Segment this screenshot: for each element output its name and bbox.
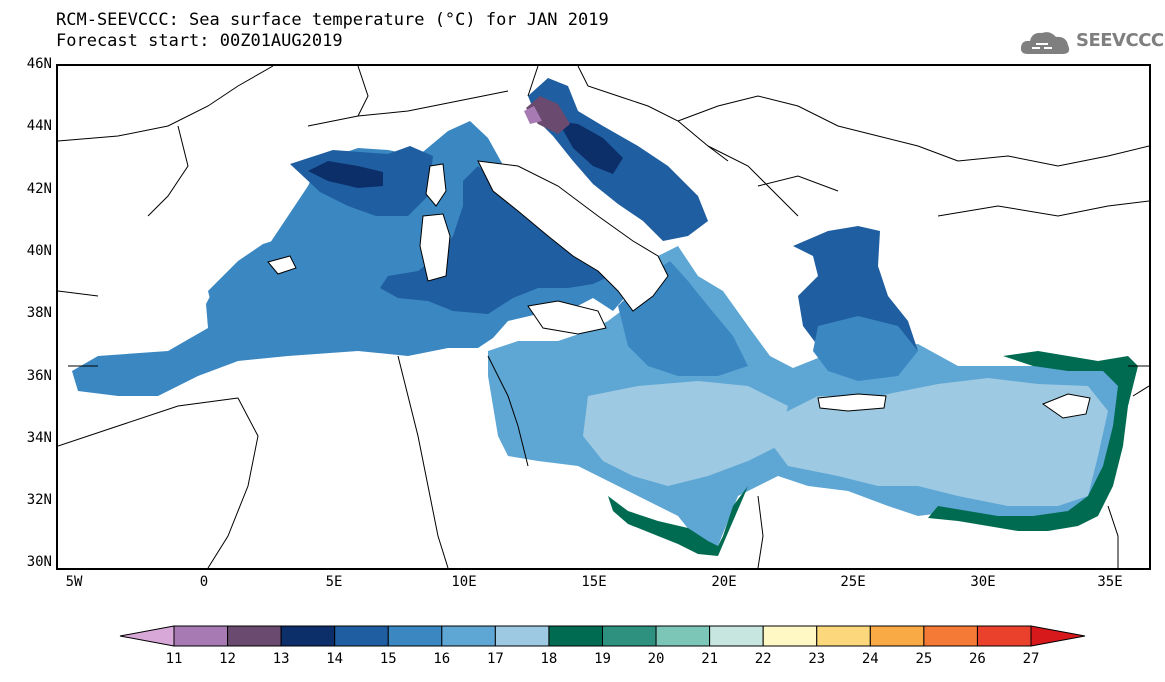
colorbar-max-arrow bbox=[1030, 625, 1086, 647]
aegean-south bbox=[813, 316, 918, 381]
lat-label: 40N bbox=[26, 243, 52, 259]
islands bbox=[267, 160, 1091, 419]
colorbar-bin bbox=[227, 625, 282, 647]
colorbar-label: 21 bbox=[701, 651, 719, 667]
colorbar-bin bbox=[602, 625, 657, 647]
lon-label: 5E bbox=[325, 574, 343, 590]
balearic-field bbox=[208, 236, 308, 311]
sardinia-island bbox=[419, 213, 451, 282]
lat-label: 30N bbox=[26, 554, 52, 570]
colorbar-label: 24 bbox=[861, 651, 879, 667]
colorbar-label: 11 bbox=[165, 651, 183, 667]
chart-title: RCM-SEEVCCC: Sea surface temperature (°C… bbox=[56, 10, 609, 30]
colorbar-label: 18 bbox=[540, 651, 558, 667]
italy-peninsula bbox=[477, 160, 669, 312]
colorbar-label: 20 bbox=[647, 651, 665, 667]
colorbar-label: 19 bbox=[594, 651, 611, 667]
map-panel bbox=[56, 64, 1151, 570]
corsica-island bbox=[425, 163, 447, 207]
colorbar-bin bbox=[494, 625, 550, 647]
colorbar-label: 27 bbox=[1022, 651, 1040, 667]
colorbar-bin bbox=[334, 625, 389, 647]
colorbar-label: 16 bbox=[433, 651, 451, 667]
lon-label: 0 bbox=[199, 574, 209, 590]
logo-text: SEEVCCC bbox=[1076, 30, 1164, 51]
lat-label: 42N bbox=[26, 181, 52, 197]
sicily-island bbox=[527, 300, 607, 335]
colorbar-bin bbox=[441, 625, 496, 647]
colorbar-bin bbox=[869, 625, 925, 647]
gulf-of-lion-core bbox=[308, 161, 383, 188]
sst-field bbox=[72, 78, 1138, 556]
colorbar-label: 26 bbox=[969, 651, 986, 667]
lon-label: 25E bbox=[840, 574, 866, 590]
mallorca-island bbox=[267, 255, 297, 275]
alboran-field bbox=[76, 362, 178, 394]
central-south-field bbox=[583, 381, 788, 486]
libya-coast-field bbox=[608, 486, 748, 556]
colorbar-label: 13 bbox=[272, 651, 290, 667]
sea-temperature-map bbox=[58, 66, 1149, 568]
lat-label: 34N bbox=[26, 430, 52, 446]
lat-label: 44N bbox=[26, 118, 52, 134]
colorbar-label: 15 bbox=[379, 651, 397, 667]
colorbar-label: 23 bbox=[808, 651, 826, 667]
cloud-logo-icon bbox=[1020, 32, 1070, 54]
lat-label: 32N bbox=[26, 492, 52, 508]
chart-subtitle: Forecast start: 00Z01AUG2019 bbox=[56, 31, 343, 51]
colorbar-label: 14 bbox=[326, 651, 344, 667]
colorbar-bin bbox=[173, 625, 229, 647]
colorbar-label: 12 bbox=[219, 651, 236, 667]
lat-label: 36N bbox=[26, 368, 52, 384]
lon-label: 15E bbox=[581, 574, 607, 590]
lon-label: 35E bbox=[1097, 574, 1123, 590]
colorbar-bin bbox=[655, 625, 711, 647]
cyprus-island bbox=[1041, 393, 1091, 419]
colorbar-bin bbox=[923, 625, 978, 647]
lon-label: 5W bbox=[65, 574, 83, 590]
colorbar-bin bbox=[762, 625, 818, 647]
colorbar-label: 17 bbox=[486, 651, 504, 667]
colorbar-bin bbox=[816, 625, 871, 647]
colorbar-label: 22 bbox=[754, 651, 772, 667]
adriatic-north-tip bbox=[524, 106, 542, 124]
levantine-coast-field bbox=[928, 351, 1138, 531]
colorbar-bin bbox=[709, 625, 764, 647]
lat-label: 38N bbox=[26, 305, 52, 321]
colorbar-bin bbox=[280, 625, 336, 647]
colorbar-label: 25 bbox=[915, 651, 933, 667]
lon-label: 20E bbox=[711, 574, 737, 590]
adriatic-north bbox=[526, 96, 570, 134]
colorbar-bin bbox=[387, 625, 443, 647]
country-borders bbox=[58, 66, 1149, 568]
crete-island bbox=[817, 393, 887, 412]
colorbar-min-arrow bbox=[119, 625, 175, 647]
colorbar-bin bbox=[548, 625, 603, 647]
colorbar-bin bbox=[976, 625, 1032, 647]
lat-label: 46N bbox=[26, 56, 52, 72]
lon-label: 10E bbox=[451, 574, 477, 590]
adriatic-core bbox=[558, 121, 623, 174]
lon-label: 30E bbox=[970, 574, 996, 590]
